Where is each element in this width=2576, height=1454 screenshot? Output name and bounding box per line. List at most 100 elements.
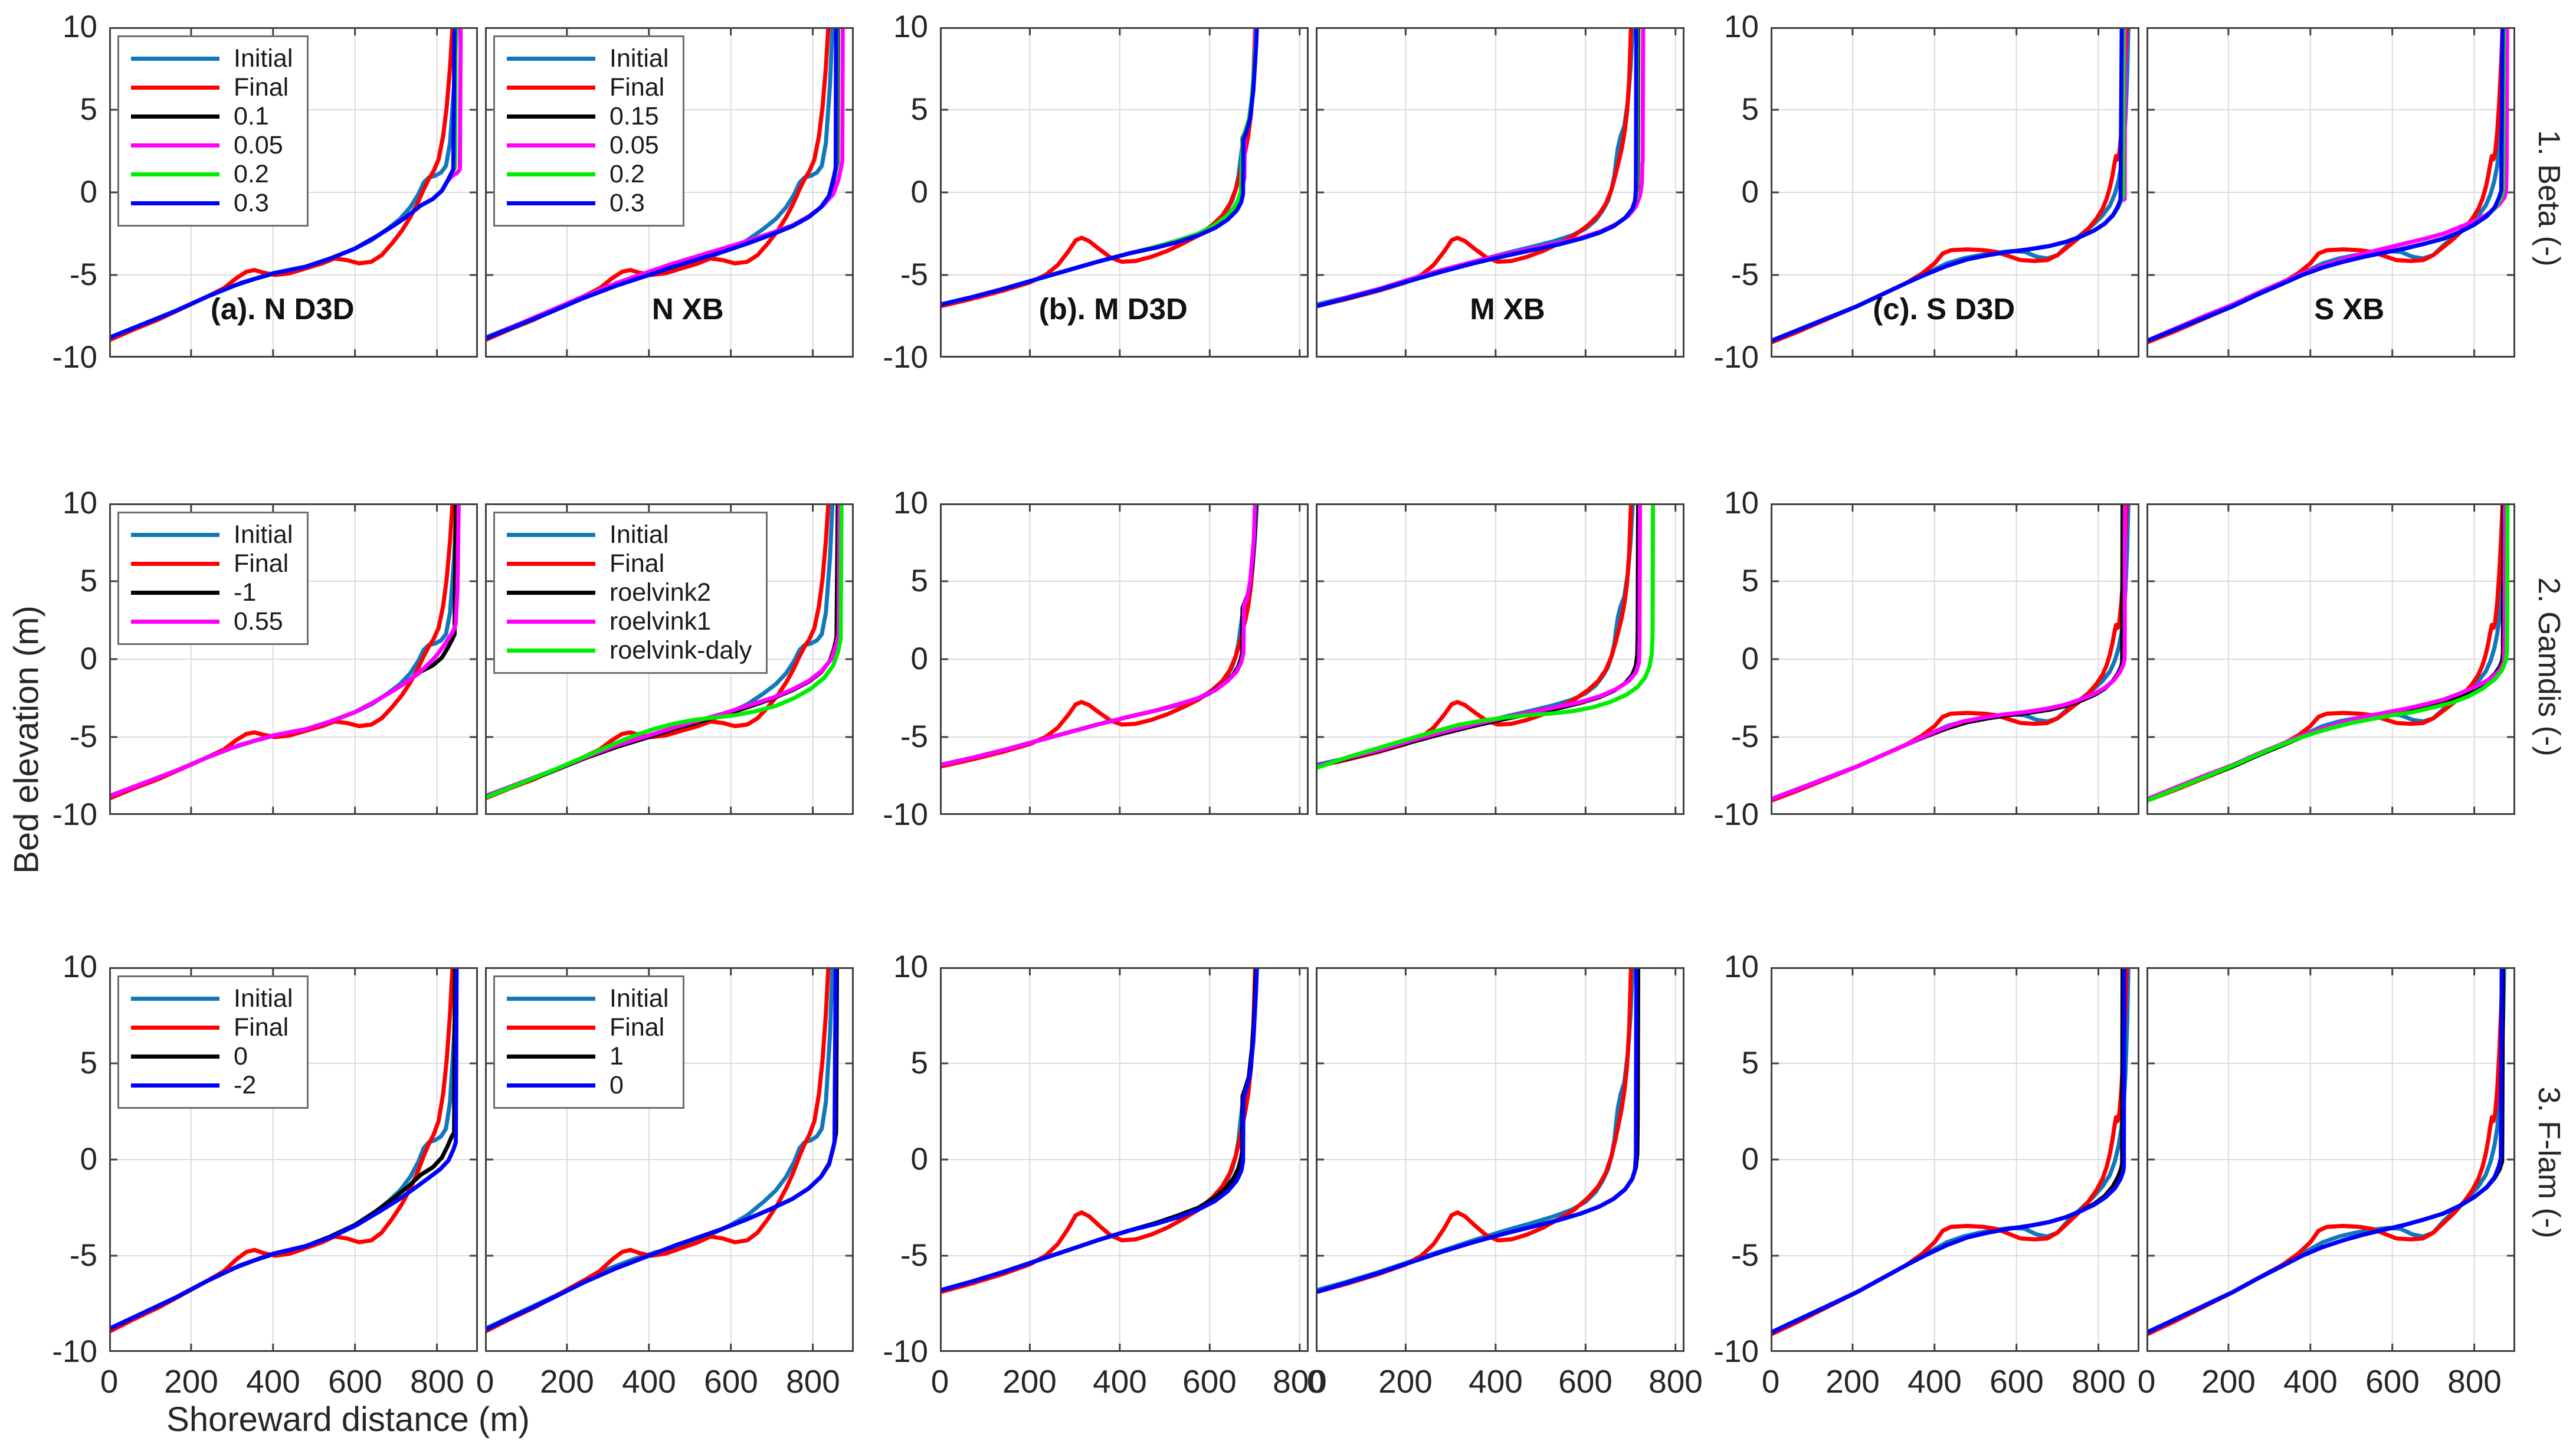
y-tick-label: -5 xyxy=(1731,1238,1759,1273)
legend-label: 0.15 xyxy=(609,102,659,130)
series-path-0.3 xyxy=(485,27,838,341)
row-label-beta: 1. Beta (-) xyxy=(2532,130,2566,267)
panel-title: S XB xyxy=(2314,292,2385,326)
legend-entry: roelvink-daly xyxy=(507,636,752,665)
legend-label: Initial xyxy=(234,984,293,1013)
y-tick-label: -5 xyxy=(900,257,928,292)
legend-entry: 0.05 xyxy=(507,131,668,160)
legend-line-swatch xyxy=(131,143,219,148)
y-tick-label: 10 xyxy=(893,486,928,520)
panel-r3c5-S-D3D xyxy=(1771,967,2139,1352)
legend-line-swatch xyxy=(507,997,595,1001)
legend-entry: 0.2 xyxy=(507,160,668,189)
y-tick-label: 5 xyxy=(80,1046,97,1080)
panel-r1c5-S-D3D: (c). S D3D xyxy=(1771,27,2139,358)
y-tick-label: 10 xyxy=(63,9,97,44)
legend-entry: Final xyxy=(131,549,293,578)
x-tick-label: 800 xyxy=(1648,1363,1703,1400)
series-path-0.3 xyxy=(940,27,1259,307)
legend-line-swatch xyxy=(131,201,219,205)
legend-label: roelvink1 xyxy=(609,607,712,636)
series-path-final xyxy=(1316,27,1633,309)
legend-entry: 1 xyxy=(507,1042,668,1071)
plot-area xyxy=(2146,503,2515,815)
panel-r3c1-N-D3D: Initial Final 0 -2 xyxy=(109,967,478,1352)
panel-border xyxy=(940,503,1309,815)
x-tick-label: 600 xyxy=(1558,1363,1613,1400)
legend-entry: 0.05 xyxy=(131,131,293,160)
x-tick-label: 600 xyxy=(1182,1363,1237,1400)
x-tick-label: 600 xyxy=(1990,1363,2044,1400)
legend-box: Initial Final 1 0 xyxy=(493,975,685,1109)
panel-r2c3-M-D3D xyxy=(940,503,1309,815)
y-tick-label: 5 xyxy=(910,92,928,127)
legend-line-swatch xyxy=(507,562,595,566)
series-path-roelvink1 xyxy=(1771,503,2128,801)
legend-entry: 0 xyxy=(131,1042,293,1071)
panel-border xyxy=(1316,27,1684,358)
panel-border xyxy=(109,27,478,358)
x-tick-label: 400 xyxy=(246,1363,300,1400)
series-path-0.55 xyxy=(109,503,461,798)
legend-label: Final xyxy=(234,549,289,578)
y-tick-label: 10 xyxy=(63,949,97,984)
panel-title: M XB xyxy=(1470,292,1545,326)
legend-line-swatch xyxy=(131,591,219,595)
legend-label: Final xyxy=(234,73,289,101)
y-tick-label: 0 xyxy=(1741,641,1759,676)
panel-title: (c). S D3D xyxy=(1873,292,2015,326)
legend-box: Initial Final 0.1 0.05 0.2 0.3 xyxy=(117,35,309,227)
x-tick-label: 400 xyxy=(1093,1363,1147,1400)
series-path--2 xyxy=(109,967,459,1331)
legend-box: Initial Final 0.15 0.05 0.2 0.3 xyxy=(493,35,685,227)
legend-label: -2 xyxy=(234,1071,257,1099)
y-tick-label: 0 xyxy=(80,641,97,676)
series-path-final xyxy=(485,967,831,1334)
legend-line-swatch xyxy=(507,143,595,148)
panel-r3c3-M-D3D xyxy=(940,967,1309,1352)
legend-line-swatch xyxy=(507,57,595,61)
y-tick-label: -5 xyxy=(69,257,97,292)
legend-line-swatch xyxy=(131,86,219,90)
legend-label: Final xyxy=(609,1013,665,1042)
legend-entry: -1 xyxy=(131,578,293,607)
legend-entry: 0.15 xyxy=(507,102,668,131)
series-path-0.3 xyxy=(1316,27,1638,309)
y-tick-label: -10 xyxy=(1713,1334,1759,1369)
legend-line-swatch xyxy=(507,172,595,176)
x-tick-label: 600 xyxy=(328,1363,382,1400)
legend-box: Initial Final 0 -2 xyxy=(117,975,309,1109)
x-tick-label: 800 xyxy=(2447,1363,2502,1400)
plot-area xyxy=(109,503,478,815)
x-tick-label: 200 xyxy=(2201,1363,2256,1400)
panel-r1c2-N-XB: Initial Final 0.15 0.05 0.2 0.3 N XB xyxy=(485,27,854,358)
legend-line-swatch xyxy=(131,172,219,176)
plot-area xyxy=(1771,967,2139,1352)
legend-box: Initial Final -1 0.55 xyxy=(117,512,309,645)
panel-border xyxy=(2146,967,2515,1352)
x-tick-label: 200 xyxy=(540,1363,594,1400)
legend-line-swatch xyxy=(131,1083,219,1088)
plot-area xyxy=(940,27,1309,358)
series-path-0 xyxy=(485,967,838,1332)
legend-entry: 0.3 xyxy=(507,189,668,218)
x-axis-label: Shoreward distance (m) xyxy=(166,1400,530,1439)
legend-line-swatch xyxy=(131,620,219,624)
panel-r3c2-N-XB: Initial Final 1 0 xyxy=(485,967,854,1352)
legend-entry: 0.2 xyxy=(131,160,293,189)
series-path-roelvink-daly xyxy=(2146,503,2510,803)
legend-label: Final xyxy=(609,549,665,578)
legend-line-swatch xyxy=(131,1055,219,1059)
panel-r1c4-M-XB: M XB xyxy=(1316,27,1684,358)
y-tick-label: -10 xyxy=(883,340,928,375)
x-tick-label: 0 xyxy=(930,1363,949,1400)
y-tick-label: -5 xyxy=(69,719,97,754)
legend-label: Initial xyxy=(234,44,293,73)
x-tick-label: 200 xyxy=(1378,1363,1433,1400)
legend-entry: -2 xyxy=(131,1071,293,1100)
x-tick-label: 600 xyxy=(704,1363,758,1400)
y-tick-label: 0 xyxy=(910,641,928,676)
legend-label: 0.3 xyxy=(609,189,645,217)
legend-entry: 0 xyxy=(507,1071,668,1100)
